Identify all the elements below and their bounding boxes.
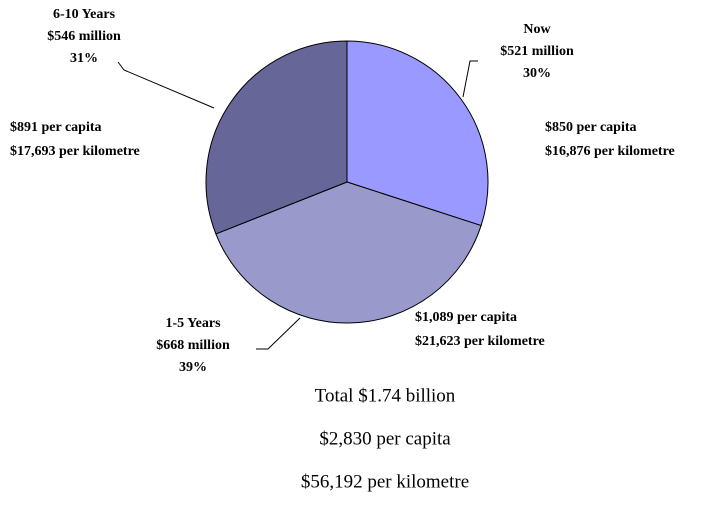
slice-per-capita: $1,089 per capita [415,310,517,325]
slice-name: 6-10 Years [53,7,116,22]
total-line: $56,192 per kilometre [301,471,469,492]
slice-amount: $668 million [156,338,230,353]
slice-amount: $546 million [47,29,121,44]
slice-name: Now [523,22,551,37]
pie-slice [205,40,348,235]
slice-amount: $521 million [500,44,574,59]
slice-per-km: $21,623 per kilometre [415,334,545,349]
pie-slice [215,181,482,324]
leader-line [256,317,301,350]
slice-name: 1-5 Years [165,316,221,331]
slice-per-km: $16,876 per kilometre [545,144,675,159]
slice-percent: 39% [179,360,207,375]
slice-per-capita: $891 per capita [10,120,102,135]
slice-percent: 30% [523,66,551,81]
leader-line [117,61,215,109]
leader-line [462,60,478,98]
total-line: Total $1.74 billion [315,385,456,406]
slice-per-km: $17,693 per kilometre [10,144,140,159]
slice-per-capita: $850 per capita [545,120,637,135]
total-line: $2,830 per capita [319,428,451,449]
pie-slice [346,40,489,227]
slice-percent: 31% [70,51,98,66]
